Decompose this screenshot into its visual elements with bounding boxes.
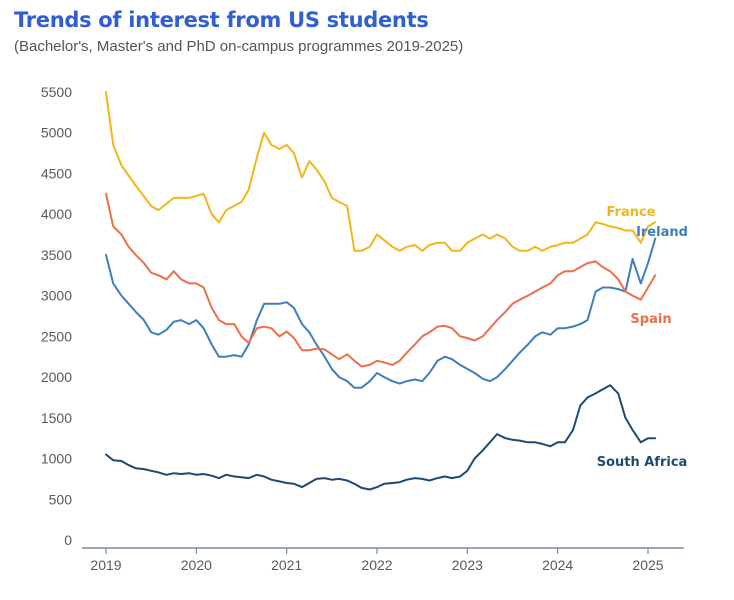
y-tick-label: 2500 bbox=[41, 328, 72, 344]
y-axis: 0 500 1000 1500 2000 2500 3000 3500 4000 4500 5000… bbox=[41, 84, 72, 548]
y-tick-label: 4000 bbox=[41, 206, 72, 222]
x-tick-label: 2019 bbox=[90, 557, 121, 573]
y-tick-label: 3000 bbox=[41, 288, 72, 304]
x-tick-label: 2021 bbox=[271, 557, 302, 573]
series-line-france bbox=[105, 91, 657, 252]
chart-subtitle: (Bachelor's, Master's and PhD on-campus … bbox=[14, 38, 464, 55]
y-tick-label: 4500 bbox=[41, 165, 72, 181]
series-lines bbox=[105, 91, 657, 491]
y-tick-label: 3500 bbox=[41, 247, 72, 263]
series-labels: France Ireland Spain South Africa bbox=[597, 205, 688, 470]
y-tick-label: 0 bbox=[64, 532, 72, 548]
y-tick-label: 5000 bbox=[41, 125, 72, 141]
series-label-ireland: Ireland bbox=[636, 225, 688, 240]
chart-title: Trends of interest from US students bbox=[14, 8, 429, 32]
y-tick-label: 2000 bbox=[41, 369, 72, 385]
x-tick-label: 2025 bbox=[632, 557, 663, 573]
y-tick-label: 1500 bbox=[41, 410, 72, 426]
series-label-south-africa: South Africa bbox=[597, 455, 688, 470]
series-line-south-africa bbox=[105, 384, 657, 491]
x-axis: 2019 2020 2021 2022 2023 2024 2025 bbox=[82, 547, 684, 573]
x-tick-label: 2024 bbox=[542, 557, 573, 573]
y-tick-label: 5500 bbox=[41, 84, 72, 100]
series-line-spain bbox=[105, 192, 657, 368]
series-line-ireland bbox=[105, 237, 657, 389]
y-tick-label: 1000 bbox=[41, 451, 72, 467]
y-tick-label: 500 bbox=[49, 491, 73, 507]
series-label-spain: Spain bbox=[630, 312, 671, 327]
x-tick-label: 2023 bbox=[452, 557, 483, 573]
x-tick-label: 2022 bbox=[361, 557, 392, 573]
series-label-france: France bbox=[606, 205, 655, 220]
x-tick-label: 2020 bbox=[181, 557, 212, 573]
